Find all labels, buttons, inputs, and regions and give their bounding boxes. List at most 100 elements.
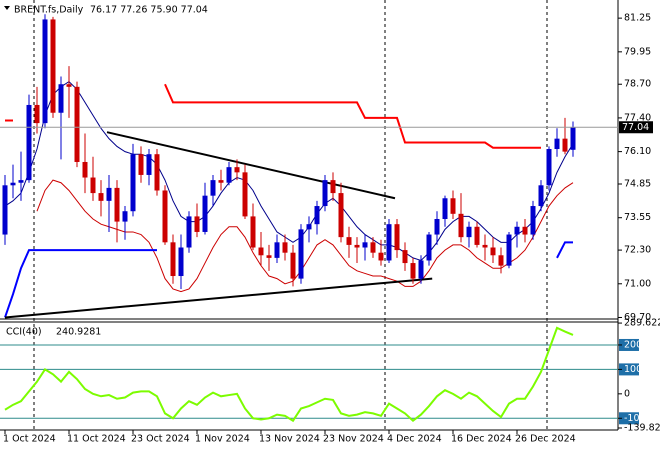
candle-body — [394, 224, 400, 251]
y-tick-label: 289.6229 — [624, 318, 660, 329]
candle-body — [282, 242, 288, 253]
level-label-box — [619, 363, 639, 376]
candle-body — [138, 154, 144, 175]
level-label-box — [619, 338, 639, 351]
candle-body — [354, 244, 360, 248]
candle-body — [506, 234, 512, 266]
x-tick-label: 26 Dec 2024 — [515, 434, 576, 445]
candle-body — [106, 187, 112, 201]
candle-body — [250, 216, 256, 248]
candle-body — [442, 198, 448, 219]
candle-body — [74, 86, 80, 162]
x-tick-label: 13 Nov 2024 — [259, 434, 320, 445]
candle-body — [314, 206, 320, 225]
y-tick-label: 0 — [624, 388, 630, 399]
candle-body — [290, 252, 296, 279]
y-tick-label: -100 — [624, 413, 646, 424]
candle-body — [546, 149, 552, 186]
x-tick-label: 23 Oct 2024 — [131, 434, 190, 445]
candle-body — [10, 182, 16, 186]
candle-body — [482, 244, 488, 248]
candle-body — [234, 167, 240, 173]
candle-body — [362, 242, 368, 248]
y-tick-label: 71.00 — [624, 278, 651, 289]
y-tick-label: 72.30 — [624, 245, 651, 256]
x-tick-label: 4 Dec 2024 — [387, 434, 442, 445]
candle-body — [522, 226, 528, 235]
candle-body — [466, 226, 472, 238]
candle-body — [562, 138, 568, 152]
y-tick-label: 78.70 — [624, 79, 651, 90]
level-label-box — [619, 412, 639, 425]
trendline — [106, 131, 396, 200]
candle-body — [530, 206, 536, 235]
candle-body — [122, 211, 128, 222]
candle-body — [130, 154, 136, 212]
candle-body — [26, 104, 32, 181]
candle-body — [274, 242, 280, 258]
candle-body — [218, 180, 224, 183]
indicator-line — [4, 81, 574, 262]
x-tick-label: 16 Dec 2024 — [451, 434, 512, 445]
x-tick-label: 1 Oct 2024 — [3, 434, 56, 445]
candle-body — [34, 104, 40, 124]
y-tick-label: 77.40 — [624, 112, 651, 123]
candle-body — [162, 190, 168, 243]
y-tick-label: 81.25 — [624, 13, 651, 24]
indicator-line — [4, 249, 157, 318]
candle-body — [434, 218, 440, 235]
candle-body — [226, 167, 232, 183]
y-tick-label: 73.55 — [624, 212, 651, 223]
candle-body — [378, 252, 384, 261]
indicator-title: CCI(40) — [6, 327, 42, 338]
candle-body — [266, 255, 272, 258]
candle-body — [2, 185, 8, 235]
candle-body — [370, 242, 376, 253]
y-tick-label: 79.95 — [624, 46, 651, 57]
indicator-line — [36, 179, 574, 293]
candle-body — [66, 84, 72, 87]
candle-body — [458, 213, 464, 238]
candle-body — [538, 185, 544, 207]
candle-body — [98, 193, 104, 201]
candle-body — [194, 216, 200, 232]
cci-line — [4, 326, 574, 423]
candle-body — [90, 177, 96, 194]
candle-body — [426, 234, 432, 261]
candle-body — [330, 180, 336, 194]
trendline — [4, 277, 433, 319]
indicator-line — [164, 83, 541, 149]
candle-body — [58, 84, 64, 113]
y-tick-label: 200 — [624, 339, 642, 350]
candle-body — [346, 237, 352, 245]
candle-body — [114, 187, 120, 222]
indicator-line — [556, 241, 573, 259]
candle-body — [82, 161, 88, 178]
candle-body — [202, 195, 208, 232]
x-tick-label: 23 Nov 2024 — [323, 434, 384, 445]
candle-body — [402, 250, 408, 264]
y-tick-label: 69.70 — [624, 312, 651, 323]
candle-body — [338, 193, 344, 238]
candle-body — [474, 226, 480, 245]
last-price-box — [619, 121, 653, 134]
candle-body — [18, 180, 24, 183]
candle-body — [170, 242, 176, 277]
candle-body — [242, 172, 248, 217]
candle-body — [178, 247, 184, 277]
candle-body — [322, 180, 328, 207]
candle-body — [306, 224, 312, 230]
ohlc-readout: 76.17 77.26 75.90 77.04 — [90, 5, 208, 16]
chart-title: BRENT.fs,Daily — [14, 5, 84, 16]
candle-body — [298, 229, 304, 279]
candle-body — [386, 224, 392, 261]
candle-body — [490, 247, 496, 256]
candle-body — [154, 154, 160, 191]
candle-body — [554, 138, 560, 150]
candle-body — [570, 127, 576, 150]
candle-body — [418, 260, 424, 279]
x-tick-label: 11 Oct 2024 — [67, 434, 126, 445]
menu-triangle[interactable] — [4, 6, 10, 10]
